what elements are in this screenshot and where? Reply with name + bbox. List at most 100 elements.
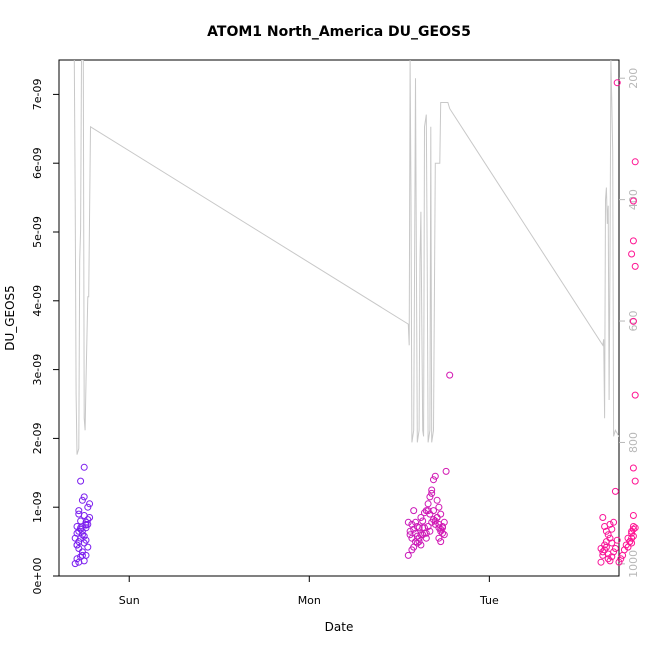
y-tick-label: 6e-09 (31, 147, 44, 179)
data-point (73, 555, 81, 563)
data-point (437, 525, 445, 533)
data-point (426, 493, 434, 501)
data-point (424, 523, 432, 530)
data-point (446, 371, 454, 379)
data-point (629, 512, 637, 519)
data-point (628, 539, 636, 547)
data-point (77, 477, 85, 485)
data-point (599, 514, 607, 521)
x-tick-label: Mon (298, 594, 321, 607)
data-point (86, 500, 94, 508)
data-point (410, 507, 418, 515)
y-axis: 0e+00 1e-09 2e-09 3e-09 4e-09 5e-09 6e-09 7e-09 (31, 79, 59, 595)
data-point (631, 524, 639, 532)
data-point (629, 197, 637, 205)
data-point (601, 523, 609, 530)
data-point (628, 529, 636, 537)
data-point (428, 486, 436, 494)
y-tick-label: 5e-09 (31, 216, 44, 248)
data-point (606, 557, 614, 565)
data-point (610, 518, 618, 526)
data-point (629, 237, 637, 245)
data-point (80, 463, 88, 471)
chart-title: ATOM1 North_America DU_GEOS5 (207, 24, 471, 40)
data-point (442, 467, 450, 475)
pressure-line-layer (73, 60, 619, 455)
data-point (610, 548, 618, 556)
data-point (84, 543, 92, 551)
data-point (433, 496, 441, 504)
y-tick-label: 0e+00 (31, 558, 44, 595)
y2-tick-label: 800 (627, 432, 640, 453)
data-point (424, 500, 432, 508)
y-tick-label: 2e-09 (31, 423, 44, 455)
data-point (408, 546, 416, 554)
y-tick-label: 7e-09 (31, 79, 44, 111)
data-point (608, 553, 616, 561)
y-tick-label: 4e-09 (31, 285, 44, 317)
y2-tick-label: 200 (627, 68, 640, 89)
data-point (412, 518, 419, 526)
data-point (84, 503, 92, 511)
data-point (404, 518, 412, 526)
data-point (75, 538, 83, 546)
data-point (628, 250, 636, 258)
data-point (631, 158, 639, 166)
y2-tick-label: 1000 (627, 550, 640, 578)
data-point (428, 489, 436, 497)
data-point (430, 516, 437, 524)
data-point (629, 523, 637, 530)
data-point (426, 527, 434, 535)
data-point (626, 538, 634, 546)
data-point (415, 524, 423, 532)
y-tick-label: 3e-09 (31, 354, 44, 386)
data-point (80, 493, 88, 501)
data-point (608, 539, 616, 547)
data-point (604, 531, 612, 539)
data-point (631, 477, 639, 485)
data-point (629, 317, 637, 325)
data-point (77, 534, 85, 542)
data-point (426, 510, 434, 518)
data-point (435, 534, 443, 542)
data-point (601, 541, 609, 549)
data-point (424, 507, 432, 515)
data-point (437, 510, 445, 518)
x-axis-label: Date (325, 620, 354, 634)
data-point (419, 517, 427, 525)
data-point (82, 551, 90, 559)
data-point (404, 551, 412, 559)
data-point (75, 507, 83, 515)
data-point (86, 514, 94, 521)
data-point (597, 558, 605, 566)
data-point (629, 464, 637, 472)
data-point (419, 531, 427, 539)
data-point (80, 532, 88, 540)
y2-tick-label: 400 (627, 189, 640, 210)
x-tick-label: Tue (479, 594, 499, 607)
data-point (602, 543, 610, 551)
data-point (422, 529, 430, 537)
data-point (435, 503, 443, 511)
data-point (629, 525, 637, 533)
data-point (611, 487, 619, 495)
data-point (433, 514, 441, 521)
data-point (615, 558, 623, 566)
points-layer (71, 79, 639, 568)
data-point (611, 545, 619, 552)
pressure-line (73, 60, 619, 455)
y2-axis: 200 400 600 800 1000 (619, 68, 640, 578)
data-point (431, 472, 439, 480)
x-tick-label: Sun (119, 594, 140, 607)
data-point (613, 536, 621, 544)
plot-box (58, 59, 620, 577)
data-point (71, 560, 79, 568)
data-point (608, 525, 616, 533)
data-point (415, 534, 423, 542)
data-point (628, 527, 636, 535)
data-point (430, 507, 437, 515)
data-point (73, 541, 81, 549)
y2-tick-label: 600 (627, 311, 640, 332)
data-point (75, 545, 83, 552)
data-point (417, 541, 425, 549)
